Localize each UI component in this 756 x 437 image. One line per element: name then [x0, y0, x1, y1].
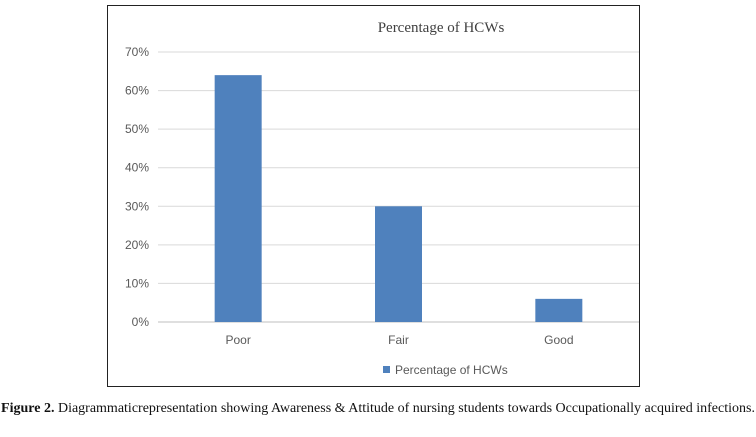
y-tick-label: 70% — [125, 45, 149, 59]
bar-good — [535, 298, 583, 322]
legend: Percentage of HCWs — [383, 363, 508, 377]
legend-label: Percentage of HCWs — [395, 363, 508, 377]
y-tick-label: 40% — [125, 161, 149, 175]
y-tick-label: 10% — [125, 276, 149, 290]
y-tick-label: 60% — [125, 84, 149, 98]
y-tick-label: 30% — [125, 199, 149, 213]
x-tick-label: Fair — [388, 333, 409, 347]
chart-frame: Percentage of HCWs 0% 10% 20% 30% 40% 50% 60% 7… — [107, 5, 640, 387]
bar-fair — [375, 206, 422, 322]
figure-caption: Figure 2. Diagrammaticrepresentation sho… — [0, 400, 756, 417]
chart-title: Percentage of HCWs — [378, 20, 505, 36]
x-tick-label: Poor — [225, 333, 250, 347]
caption-label: Figure 2. — [1, 401, 55, 416]
caption-text: Diagrammaticrepresentation showing Aware… — [57, 401, 755, 416]
legend-swatch — [383, 366, 390, 373]
y-tick-label: 0% — [132, 315, 150, 329]
y-tick-label: 50% — [125, 122, 149, 136]
bar-poor — [214, 75, 262, 323]
bars — [214, 75, 583, 323]
y-tick-label: 20% — [125, 238, 149, 252]
x-axis-ticks: Poor Fair Good — [225, 333, 573, 347]
x-tick-label: Good — [544, 333, 573, 347]
bar-chart: Percentage of HCWs 0% 10% 20% 30% 40% 50% 60% 7… — [125, 20, 639, 377]
y-axis-ticks: 0% 10% 20% 30% 40% 50% 60% 70% — [125, 45, 149, 329]
